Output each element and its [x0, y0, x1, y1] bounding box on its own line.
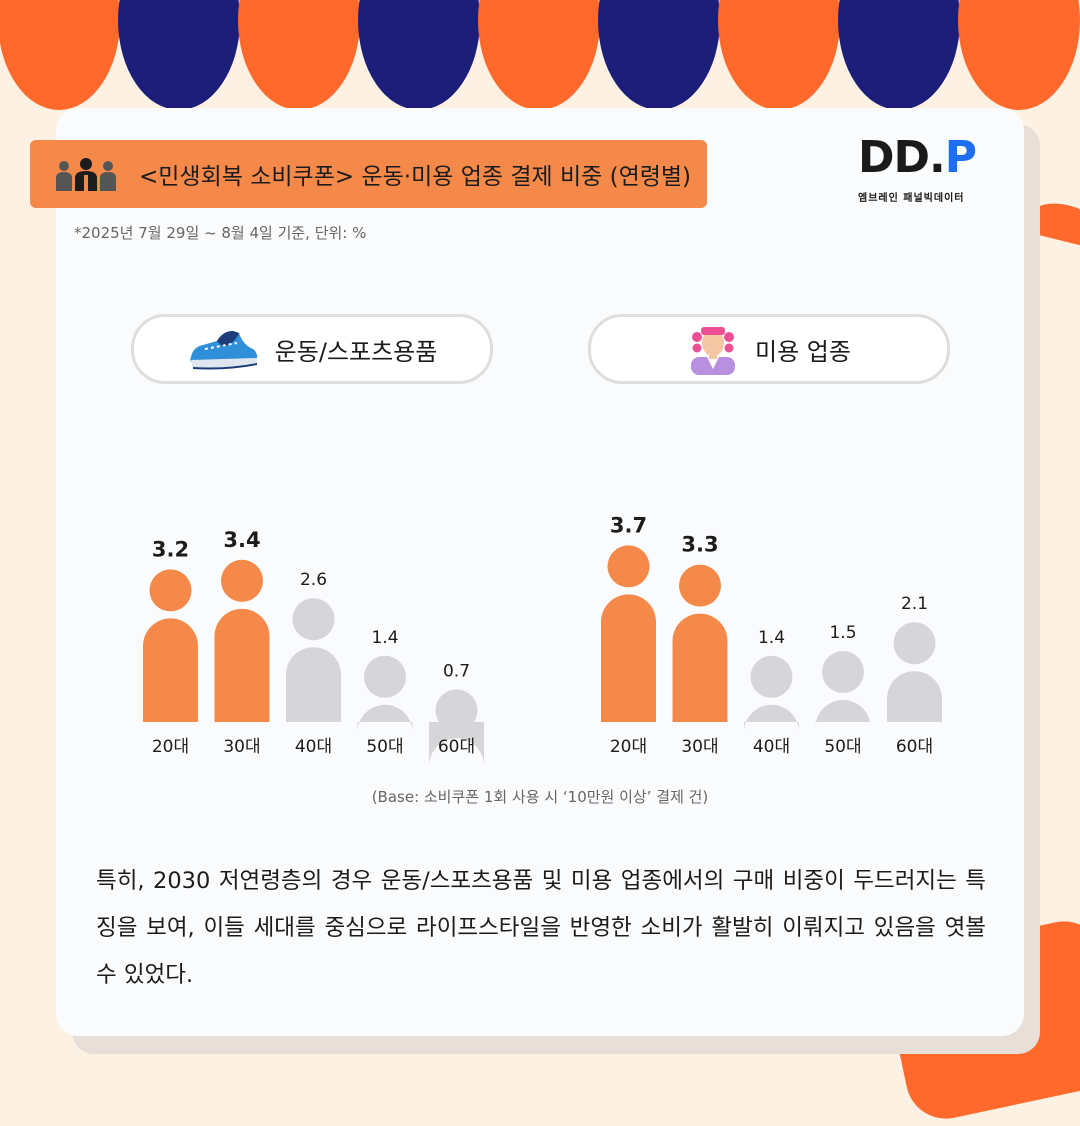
bar-body [601, 594, 656, 722]
data-label: 2.1 [901, 594, 928, 614]
category-label: 40대 [295, 737, 332, 757]
bar-body [887, 671, 942, 722]
panel-label-text: 운동/스포츠용품 [274, 337, 438, 366]
base-note: (Base: 소비쿠폰 1회 사용 시 ‘10만원 이상’ 결제 건) [371, 788, 709, 806]
bar-body [143, 618, 198, 722]
bar-body [744, 704, 799, 733]
category-label: 30대 [223, 737, 260, 757]
panel-label-text: 미용 업종 [755, 337, 851, 366]
bar-body [214, 608, 270, 722]
bar-head [679, 564, 721, 607]
bar-head [364, 655, 406, 698]
bar-body [357, 704, 413, 733]
category-label: 20대 [152, 737, 189, 757]
bar-40대 [286, 598, 341, 722]
bar-60대 [429, 689, 484, 766]
logo-text: DD. [858, 132, 946, 183]
title-bar: <민생회복 소비쿠폰> 운동·미용 업종 결제 비중 (연령별) [30, 140, 707, 208]
bar-30대 [214, 559, 270, 722]
bar-head [149, 569, 192, 612]
bar-body [672, 613, 728, 722]
data-label: 3.7 [610, 513, 647, 537]
data-label: 1.4 [371, 628, 398, 648]
category-label: 60대 [896, 737, 933, 757]
data-label: 3.3 [681, 533, 718, 557]
category-label: 40대 [753, 737, 790, 757]
data-label: 1.5 [829, 623, 856, 643]
bar-body [815, 699, 871, 728]
category-label: 30대 [681, 737, 718, 757]
logo-text-p: P [944, 132, 977, 183]
sneaker-icon [190, 331, 257, 370]
data-label: 1.4 [758, 628, 785, 648]
awning-decoration [0, 0, 1080, 110]
bar-body [286, 647, 341, 722]
body-paragraph: 특히, 2030 저연령층의 경우 운동/스포츠용품 및 미용 업종에서의 구매… [96, 868, 986, 988]
hair-roller-woman-icon [691, 327, 736, 375]
category-label: 60대 [438, 737, 475, 757]
bar-30대 [672, 564, 728, 722]
category-label: 20대 [610, 737, 647, 757]
bar-20대 [143, 569, 198, 722]
bar-head [221, 559, 263, 602]
data-label: 3.2 [152, 537, 189, 561]
ddp-logo: DD.P 엠브레인 패널빅데이터 [858, 136, 998, 205]
date-unit-note: *2025년 7월 29일 ~ 8월 4일 기준, 단위: % [74, 224, 367, 242]
page-title: <민생회복 소비쿠폰> 운동·미용 업종 결제 비중 (연령별) [139, 164, 692, 190]
logo-subtitle: 엠브레인 패널빅데이터 [858, 193, 965, 204]
content-card [56, 108, 1024, 1036]
bar-20대 [601, 545, 656, 722]
bar-head [893, 622, 936, 665]
bar-40대 [744, 655, 799, 733]
data-label: 3.4 [223, 528, 260, 552]
data-label: 2.6 [300, 570, 327, 590]
category-label: 50대 [366, 737, 403, 757]
bar-50대 [815, 651, 871, 728]
bar-head [435, 689, 478, 732]
panel-label-beauty: 미용 업종 [588, 314, 950, 384]
bar-50대 [357, 655, 413, 733]
bar-head [292, 598, 335, 641]
bar-head [822, 651, 864, 693]
people-icon [56, 158, 116, 191]
bar-charts: 3.2 20대 3.4 30대 2.6 40대 1.4 50대 0.7 60대 3.7 20대 3.3 3… [143, 513, 942, 766]
bar-body [429, 722, 484, 766]
bar-60대 [887, 622, 942, 722]
data-label: 0.7 [443, 661, 470, 681]
bar-head [750, 655, 793, 698]
category-label: 50대 [824, 737, 861, 757]
panel-label-sports: 운동/스포츠용품 [131, 314, 493, 384]
bar-head [607, 545, 650, 588]
